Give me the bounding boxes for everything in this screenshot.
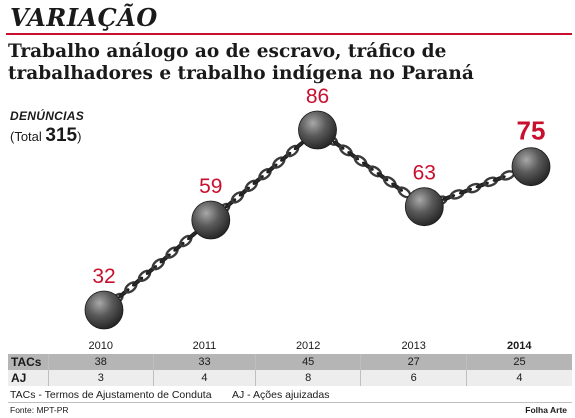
year-2014: 2014 bbox=[506, 340, 532, 352]
year-row: 2010 2011 2012 2013 2014 bbox=[8, 338, 572, 354]
data-table: 2010 2011 2012 2013 2014 TACs 38 33 45 2… bbox=[8, 338, 572, 386]
data-label-2011: 59 bbox=[199, 175, 222, 198]
aj-2011: 4 bbox=[153, 370, 256, 386]
chain-links bbox=[110, 133, 516, 306]
section-title: VARIAÇÃO bbox=[10, 3, 158, 32]
tacs-2012: 45 bbox=[255, 354, 362, 370]
year-row-spacer bbox=[8, 338, 48, 354]
aj-2014: 4 bbox=[466, 370, 572, 386]
ball-2013 bbox=[404, 187, 444, 227]
data-label-2012: 86 bbox=[306, 85, 329, 108]
data-label-2010: 32 bbox=[92, 265, 115, 288]
ball-2011 bbox=[191, 200, 231, 240]
metric-total-value: 315 bbox=[45, 125, 78, 146]
metric-total-suffix: ) bbox=[77, 129, 82, 144]
data-label-2013: 63 bbox=[413, 162, 436, 185]
chain-segment-2013-2014 bbox=[432, 170, 516, 206]
year-2012: 2012 bbox=[295, 340, 321, 352]
aj-2013: 6 bbox=[360, 370, 467, 386]
tacs-2014: 25 bbox=[466, 354, 572, 370]
year-2013: 2013 bbox=[401, 340, 426, 352]
aj-row: AJ 3 4 8 6 4 bbox=[8, 370, 572, 386]
source-credit: Fonte: MPT-PR bbox=[10, 405, 69, 415]
tacs-row-label: TACs bbox=[8, 354, 49, 370]
ball-2014 bbox=[511, 147, 551, 187]
aj-2010: 3 bbox=[48, 370, 154, 386]
author-credit: Folha Arte bbox=[525, 405, 567, 415]
ball-2010 bbox=[84, 290, 124, 330]
chain-segment-2010-2011 bbox=[110, 230, 199, 306]
tacs-2010: 38 bbox=[48, 354, 154, 370]
section-divider bbox=[6, 33, 572, 35]
aj-2012: 8 bbox=[255, 370, 362, 386]
year-2011: 2011 bbox=[192, 340, 217, 352]
ball-2012 bbox=[298, 110, 337, 150]
chart-headline: Trabalho análogo ao de escravo, tráfico … bbox=[8, 41, 474, 84]
tacs-2013: 27 bbox=[360, 354, 467, 370]
chain-segment-2012-2013 bbox=[324, 133, 412, 199]
aj-row-label: AJ bbox=[8, 370, 49, 386]
legend-aj: AJ - Ações ajuizadas bbox=[232, 389, 330, 401]
footer-divider bbox=[8, 402, 572, 403]
metric-total-prefix: (Total bbox=[10, 129, 42, 144]
metric-total: (Total 315) bbox=[10, 125, 81, 147]
year-2010: 2010 bbox=[88, 340, 113, 352]
section-header: VARIAÇÃO bbox=[6, 0, 572, 40]
chain-segment-2011-2012 bbox=[217, 140, 305, 216]
data-label-2014: 75 bbox=[517, 116, 546, 146]
legend-tacs: TACs - Termos de Ajustamento de Conduta bbox=[10, 389, 212, 401]
tacs-2011: 33 bbox=[153, 354, 256, 370]
tacs-row: TACs 38 33 45 27 25 bbox=[8, 354, 572, 370]
balls bbox=[84, 110, 551, 330]
metric-label: DENÚNCIAS bbox=[10, 109, 85, 123]
data-labels: 32 59 86 63 75 bbox=[92, 85, 545, 288]
